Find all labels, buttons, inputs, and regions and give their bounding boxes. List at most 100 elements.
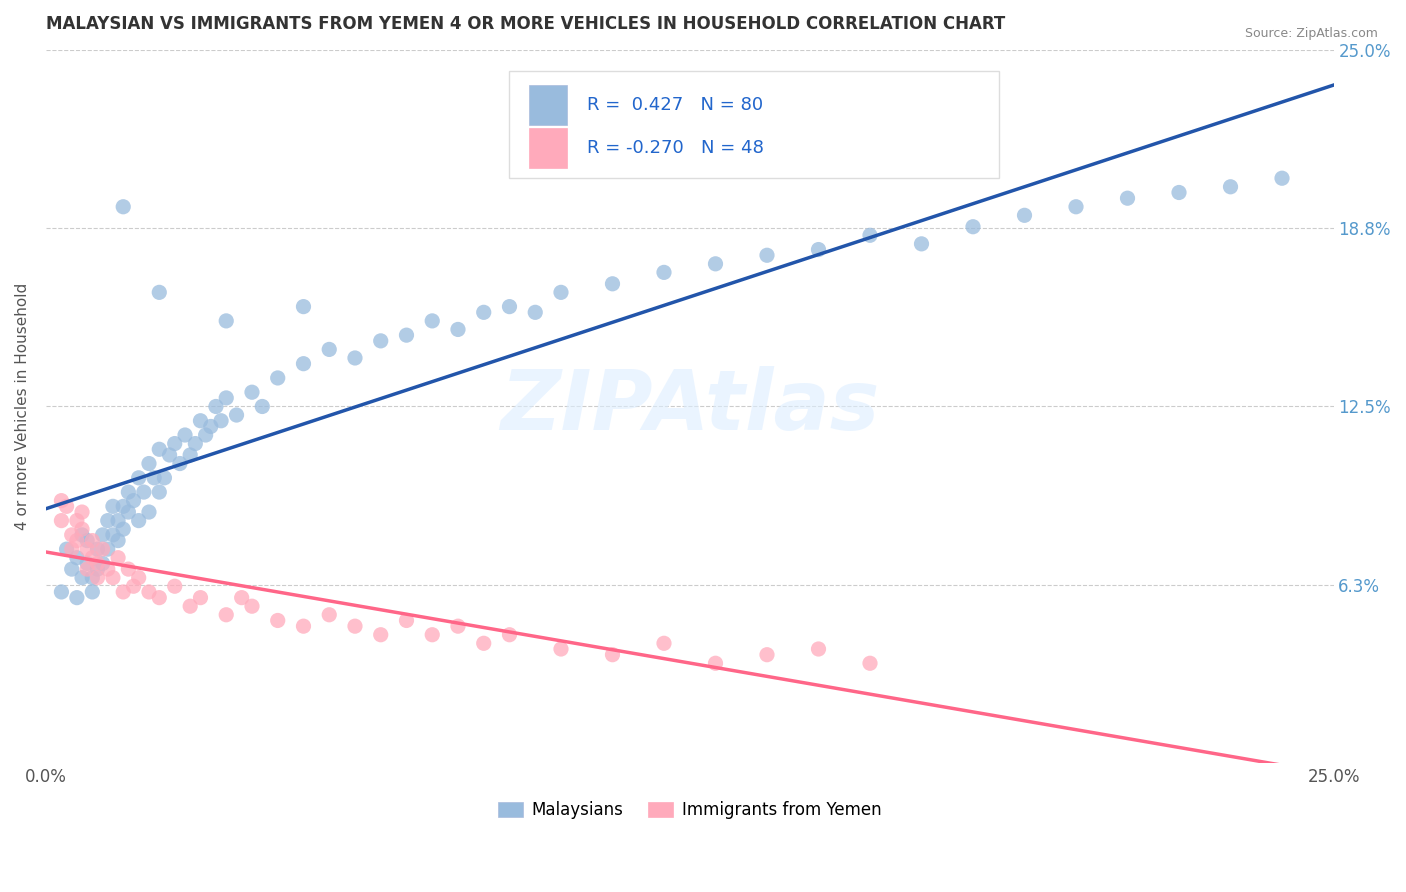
- Point: [1271, 171, 1294, 186]
- Point: [70, 571, 93, 585]
- Point: [82, 533, 104, 548]
- Point: [112, 200, 135, 214]
- Point: [447, 619, 470, 633]
- Point: [86, 562, 108, 576]
- Point: [128, 471, 150, 485]
- Point: [395, 614, 418, 628]
- Point: [343, 351, 366, 365]
- Text: R = -0.270   N = 48: R = -0.270 N = 48: [586, 139, 763, 157]
- Point: [190, 414, 212, 428]
- Point: [138, 505, 160, 519]
- Point: [215, 314, 238, 328]
- Point: [240, 385, 263, 400]
- Point: [370, 628, 392, 642]
- Point: [498, 628, 520, 642]
- Point: [86, 571, 108, 585]
- Point: [859, 228, 882, 243]
- Point: [267, 371, 290, 385]
- FancyBboxPatch shape: [529, 86, 568, 125]
- Point: [910, 236, 932, 251]
- Point: [70, 522, 93, 536]
- Point: [602, 648, 624, 662]
- Point: [163, 579, 186, 593]
- Point: [128, 571, 150, 585]
- Point: [97, 514, 120, 528]
- Point: [807, 642, 830, 657]
- Point: [292, 619, 315, 633]
- Point: [267, 614, 290, 628]
- Text: R =  0.427   N = 80: R = 0.427 N = 80: [586, 96, 763, 114]
- Point: [194, 428, 217, 442]
- Point: [704, 657, 727, 671]
- Point: [472, 305, 495, 319]
- Point: [66, 533, 89, 548]
- Point: [704, 257, 727, 271]
- Point: [101, 571, 124, 585]
- Point: [652, 636, 675, 650]
- Point: [148, 442, 170, 457]
- Point: [91, 528, 114, 542]
- Point: [76, 542, 98, 557]
- Point: [179, 448, 201, 462]
- Point: [117, 505, 139, 519]
- Point: [70, 505, 93, 519]
- Point: [602, 277, 624, 291]
- Point: [1014, 208, 1036, 222]
- Point: [122, 579, 145, 593]
- Y-axis label: 4 or more Vehicles in Household: 4 or more Vehicles in Household: [15, 283, 30, 530]
- FancyBboxPatch shape: [529, 128, 568, 168]
- Point: [179, 599, 201, 614]
- Point: [1064, 200, 1087, 214]
- Point: [231, 591, 253, 605]
- Point: [86, 557, 108, 571]
- Point: [148, 285, 170, 300]
- Point: [395, 328, 418, 343]
- Point: [60, 562, 83, 576]
- Point: [292, 357, 315, 371]
- Point: [447, 322, 470, 336]
- Point: [1219, 179, 1241, 194]
- Point: [60, 528, 83, 542]
- Point: [70, 528, 93, 542]
- Point: [807, 243, 830, 257]
- Point: [1116, 191, 1139, 205]
- Point: [1168, 186, 1191, 200]
- Point: [209, 414, 232, 428]
- Point: [318, 343, 340, 357]
- Point: [112, 500, 135, 514]
- Point: [215, 391, 238, 405]
- Point: [117, 562, 139, 576]
- Point: [756, 648, 779, 662]
- Point: [174, 428, 197, 442]
- Point: [859, 657, 882, 671]
- Point: [112, 585, 135, 599]
- Point: [420, 314, 443, 328]
- Point: [159, 448, 181, 462]
- Point: [138, 585, 160, 599]
- Point: [138, 457, 160, 471]
- Point: [132, 485, 155, 500]
- Point: [107, 550, 129, 565]
- Point: [97, 542, 120, 557]
- Point: [318, 607, 340, 622]
- Point: [66, 591, 89, 605]
- Point: [101, 500, 124, 514]
- Point: [76, 557, 98, 571]
- Point: [148, 485, 170, 500]
- Point: [163, 436, 186, 450]
- Point: [252, 400, 274, 414]
- Point: [184, 436, 207, 450]
- Point: [66, 514, 89, 528]
- Point: [153, 471, 176, 485]
- Point: [143, 471, 166, 485]
- Point: [117, 485, 139, 500]
- Text: ZIPAtlas: ZIPAtlas: [501, 366, 879, 447]
- Point: [86, 542, 108, 557]
- Point: [55, 542, 77, 557]
- Point: [66, 550, 89, 565]
- Point: [756, 248, 779, 262]
- Point: [292, 300, 315, 314]
- Point: [370, 334, 392, 348]
- Point: [82, 585, 104, 599]
- Point: [550, 285, 572, 300]
